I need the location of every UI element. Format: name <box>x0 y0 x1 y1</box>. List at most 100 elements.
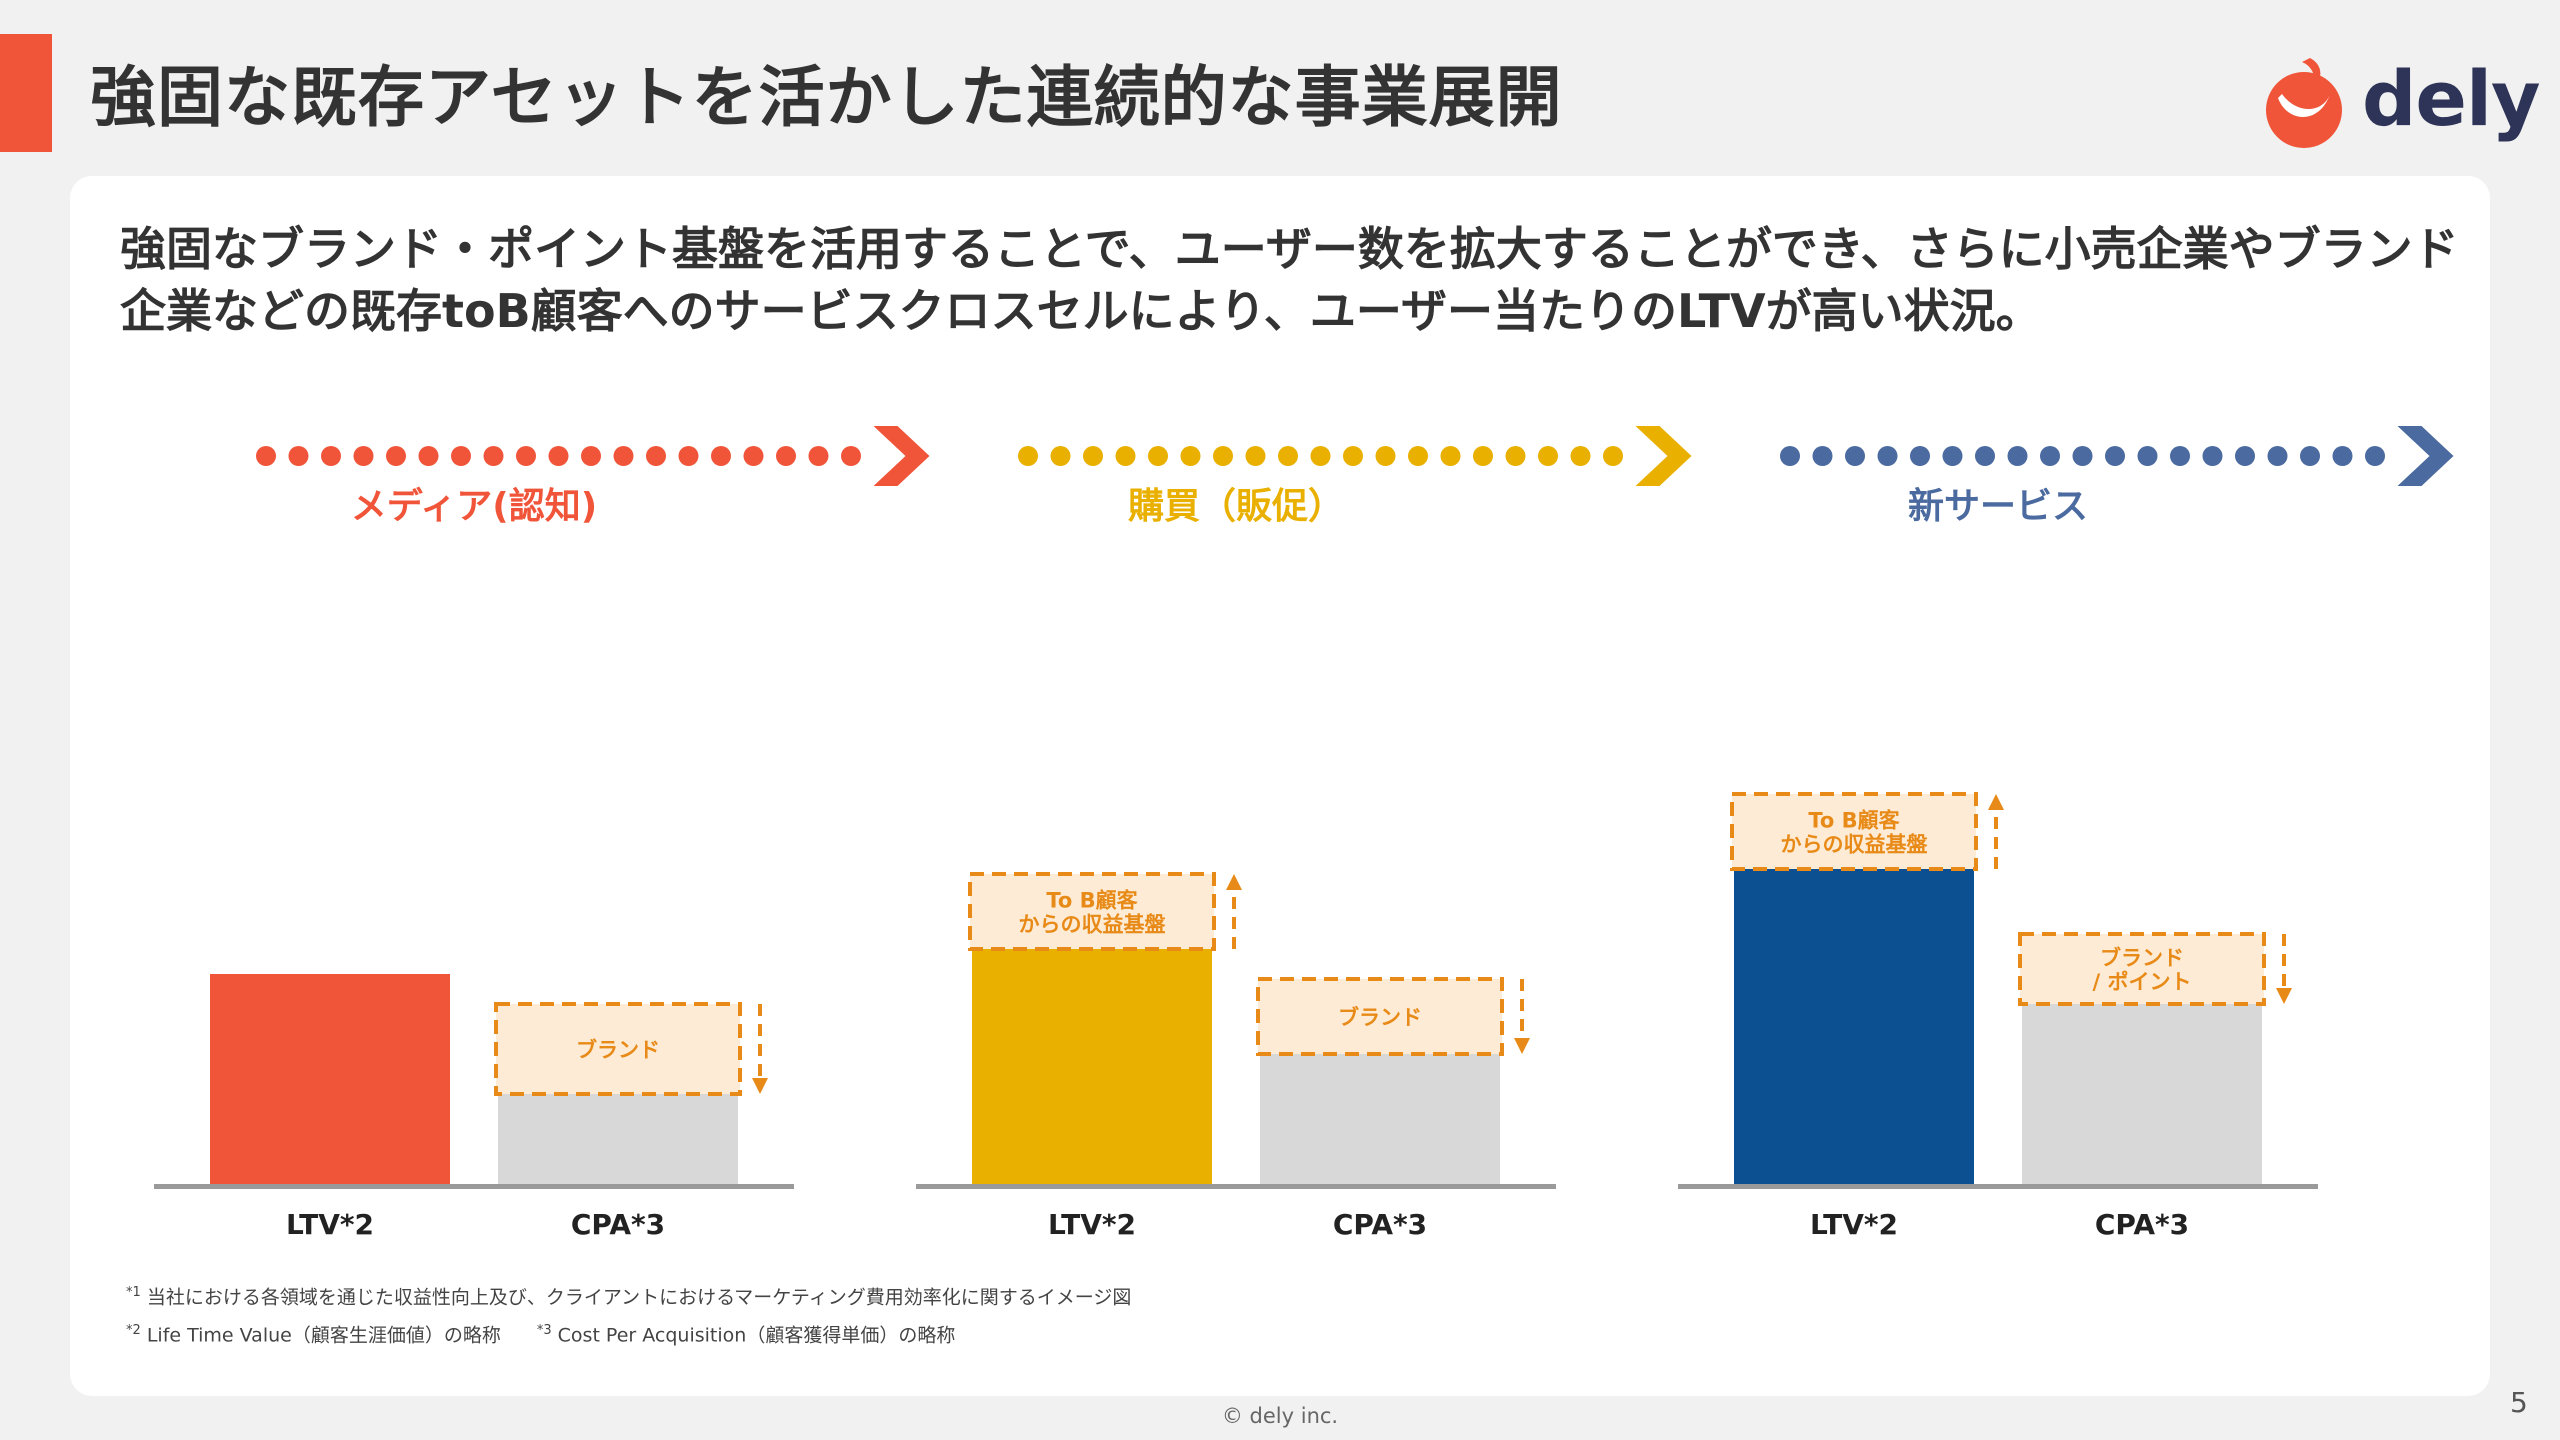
arrow-dot <box>1473 446 1493 466</box>
annotation-label: To B顧客 <box>1808 809 1900 833</box>
arrow-dot <box>256 446 276 466</box>
logo-wordmark: dely <box>2362 54 2541 143</box>
dely-logo: dely <box>2258 54 2541 154</box>
annotation-box <box>1256 977 1504 1056</box>
arrow-dot <box>2332 446 2353 466</box>
arrow-dot <box>1975 446 1995 466</box>
arrow-dot <box>2072 446 2093 466</box>
annotation-label: からの収益基盤 <box>1019 913 1167 937</box>
arrow-dot <box>353 446 374 466</box>
arrow-dot <box>1910 446 1930 466</box>
arrow-dot <box>483 446 504 466</box>
arrow-dot <box>1278 446 1298 466</box>
annotation-label: からの収益基盤 <box>1781 833 1929 857</box>
arrow-dot <box>548 446 569 466</box>
bar-ltv <box>210 974 450 1184</box>
down-arrow-head <box>752 1078 768 1094</box>
category-label: LTV*2 <box>1810 1208 1898 1241</box>
down-arrow-head <box>2276 988 2292 1004</box>
arrow-dot <box>2300 446 2320 466</box>
annotation-box <box>1730 792 1978 871</box>
stage-label: 購買（販促） <box>1128 486 1344 527</box>
dely-logo-icon <box>2266 58 2342 148</box>
arrow-dot <box>1180 446 1201 466</box>
arrow-head <box>2397 426 2454 486</box>
bar-ltv <box>1734 869 1974 1184</box>
arrow-dot <box>288 446 309 466</box>
arrow-dot <box>1018 446 1038 466</box>
annotation-box <box>968 872 1216 951</box>
arrow-dot <box>1845 446 1865 466</box>
annotation-label: ブランド <box>576 1038 660 1062</box>
category-label: LTV*2 <box>1048 1208 1136 1241</box>
page-number: 5 <box>2510 1386 2528 1419</box>
arrow-dot <box>386 446 406 466</box>
arrow-dot <box>581 446 601 466</box>
arrow-dot <box>1408 446 1428 466</box>
arrow-dot <box>451 446 471 466</box>
copyright: © dely inc. <box>1221 1404 1339 1428</box>
footnote-1: *1 当社における各領域を通じた収益性向上及び、クライアントにおけるマーケティン… <box>126 1285 1132 1309</box>
annotation-label: / ポイント <box>2093 970 2192 994</box>
arrow-dot <box>1148 446 1168 466</box>
arrow-dot <box>776 446 796 466</box>
page-title: 強固な既存アセットを活かした連続的な事業展開 <box>90 59 1563 136</box>
arrow-dot <box>418 446 439 466</box>
arrow-dot <box>1050 446 1071 466</box>
arrow-dot <box>678 446 699 466</box>
arrow-dot <box>2235 446 2255 466</box>
arrow-dot <box>1375 446 1396 466</box>
arrow-head <box>873 426 930 486</box>
arrow-dot <box>743 446 764 466</box>
content-card: 強固なブランド・ポイント基盤を活用することで、ユーザー数を拡大することができ、さ… <box>70 176 2490 1396</box>
arrow-dot <box>321 446 341 466</box>
arrow-dot <box>1505 446 1526 466</box>
arrow-dot <box>1538 446 1558 466</box>
arrow-dot <box>1440 446 1461 466</box>
arrow-dot <box>2365 446 2385 466</box>
arrow-dot <box>2137 446 2158 466</box>
arrow-dot <box>2267 446 2288 466</box>
arrow-dot <box>1570 446 1591 466</box>
arrow-dot <box>1343 446 1363 466</box>
category-label: CPA*3 <box>571 1208 665 1241</box>
arrow-dot <box>1942 446 1963 466</box>
chart-baseline <box>1678 1184 2318 1189</box>
arrow-dot <box>1780 446 1800 466</box>
category-label: CPA*3 <box>1333 1208 1427 1241</box>
arrow-dot <box>1877 446 1898 466</box>
title-accent-bar <box>0 34 52 152</box>
arrow-dot <box>1245 446 1266 466</box>
arrow-dot <box>1115 446 1136 466</box>
up-arrow-head <box>1226 874 1242 890</box>
lead-text: 強固なブランド・ポイント基盤を活用することで、ユーザー数を拡大することができ、さ… <box>120 222 2459 338</box>
bar-ltv <box>972 949 1212 1184</box>
arrow-dot <box>1812 446 1833 466</box>
arrow-dot <box>1213 446 1233 466</box>
bar-cpa <box>1260 1054 1500 1184</box>
arrow-dot <box>841 446 861 466</box>
annotation-label: ブランド <box>2100 946 2184 970</box>
arrow-dot <box>1310 446 1331 466</box>
arrow-dot <box>516 446 536 466</box>
arrow-dot <box>808 446 829 466</box>
arrow-dot <box>646 446 666 466</box>
chart-baseline <box>916 1184 1556 1189</box>
category-label: LTV*2 <box>286 1208 374 1241</box>
arrow-dot <box>2040 446 2060 466</box>
annotation-label: ブランド <box>1338 1006 1422 1030</box>
footnotes: *1 当社における各領域を通じた収益性向上及び、クライアントにおけるマーケティン… <box>126 1276 1131 1353</box>
arrow-dot <box>613 446 634 466</box>
annotation-box <box>2018 932 2266 1006</box>
arrow-dot <box>711 446 731 466</box>
annotation-label: To B顧客 <box>1046 889 1138 913</box>
stage-label: 新サービス <box>1908 486 2088 527</box>
up-arrow-head <box>1988 794 2004 810</box>
bar-cpa <box>498 1094 738 1184</box>
arrow-dot <box>2170 446 2190 466</box>
stage-label: メディア(認知) <box>351 485 597 527</box>
category-label: CPA*3 <box>2095 1208 2189 1241</box>
arrow-dot <box>2105 446 2125 466</box>
down-arrow-head <box>1514 1038 1530 1054</box>
